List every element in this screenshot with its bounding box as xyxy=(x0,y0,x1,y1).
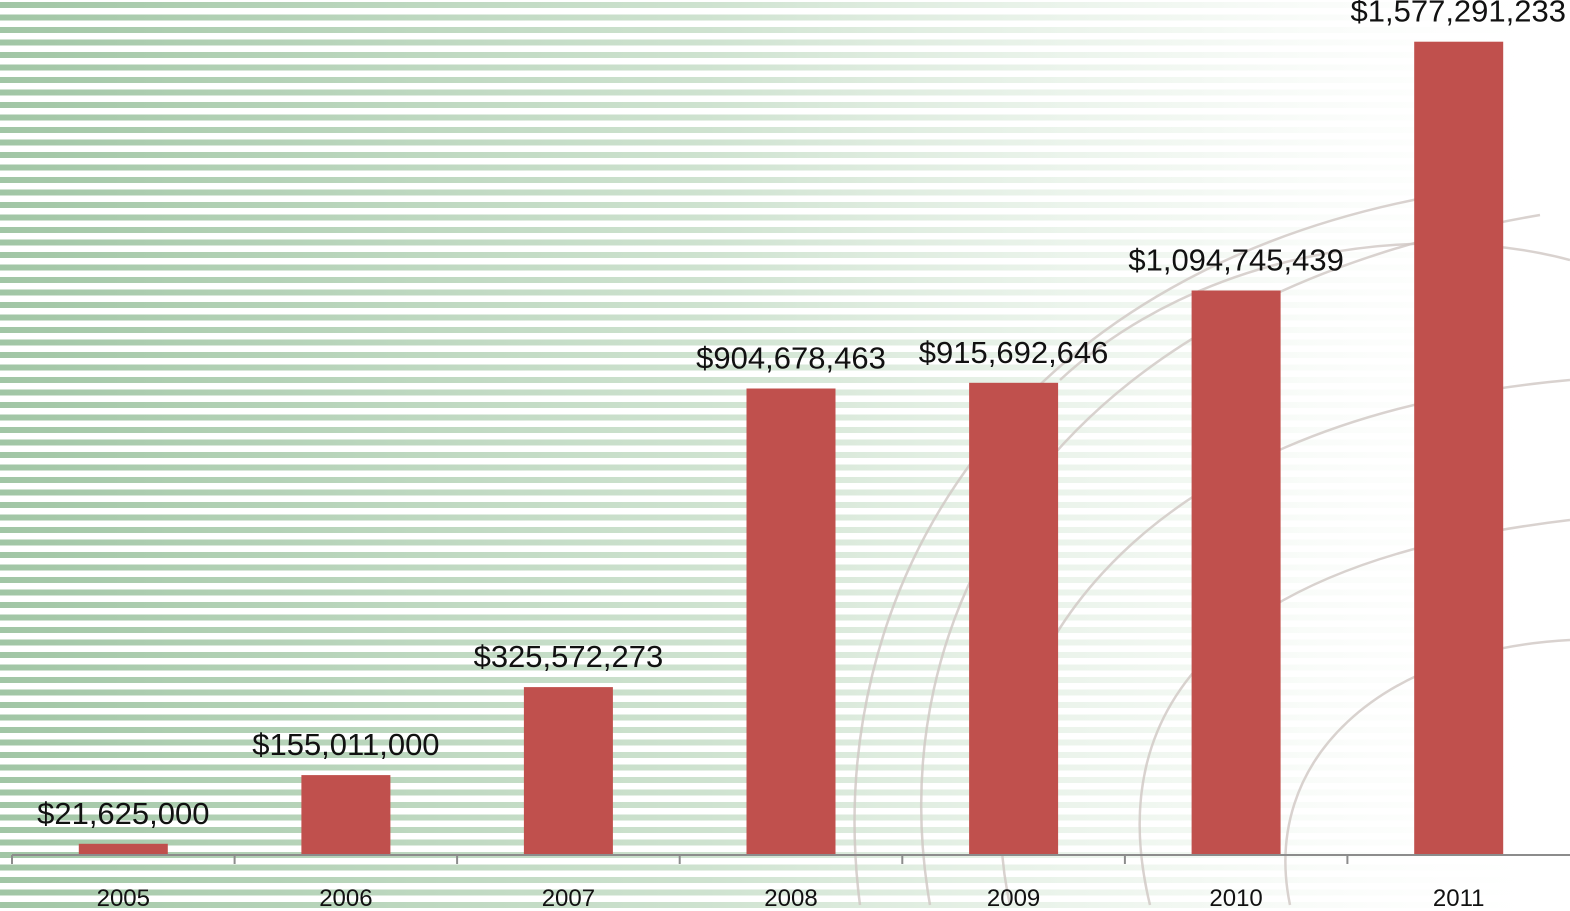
background-stripe xyxy=(0,164,1570,171)
background-stripe xyxy=(0,289,1570,296)
background-stripe xyxy=(0,177,1570,183)
background-stripe xyxy=(0,239,1570,246)
background-stripe xyxy=(0,64,1570,71)
bar-2011 xyxy=(1414,41,1504,855)
background-swirl-arc xyxy=(1059,242,1570,381)
x-tick-label-2006: 2006 xyxy=(319,885,372,911)
bar-2007 xyxy=(523,687,613,855)
background-stripe xyxy=(0,364,1570,371)
background-stripe xyxy=(0,227,1570,233)
background-stripe xyxy=(0,339,1570,346)
background-stripe xyxy=(0,152,1570,158)
background-stripe xyxy=(0,27,1570,33)
value-label-2008: $904,678,463 xyxy=(696,341,886,376)
background-stripe xyxy=(0,139,1570,146)
background-stripe xyxy=(0,202,1570,208)
background-stripe xyxy=(0,2,1570,8)
bar-2005 xyxy=(78,843,168,855)
background-stripe xyxy=(0,889,1570,896)
value-label-2005: $21,625,000 xyxy=(37,796,209,831)
background-stripe xyxy=(0,89,1570,96)
x-tick-label-2008: 2008 xyxy=(764,885,817,911)
x-tick-label-2011: 2011 xyxy=(1433,885,1485,911)
background-stripe xyxy=(0,352,1570,358)
background-stripe xyxy=(0,327,1570,333)
background-stripe xyxy=(0,877,1570,883)
bar-2010 xyxy=(1191,290,1281,855)
background-stripe xyxy=(0,277,1570,283)
background-stripe xyxy=(0,302,1570,308)
background-stripe xyxy=(0,214,1570,221)
bar-2006 xyxy=(301,775,391,855)
value-label-2010: $1,094,745,439 xyxy=(1128,243,1344,278)
background-stripe xyxy=(0,377,1570,383)
value-label-2009: $915,692,646 xyxy=(919,335,1109,370)
background-swirl-arc xyxy=(853,188,1471,906)
background-stripe xyxy=(0,252,1570,258)
background-stripe xyxy=(0,127,1570,133)
background-stripe xyxy=(0,114,1570,121)
background-stripe xyxy=(0,77,1570,83)
value-labels: $21,625,000 $155,011,000 $325,572,273 $904,… xyxy=(37,0,1566,831)
background-stripe xyxy=(0,189,1570,196)
x-tick-label-2009: 2009 xyxy=(987,885,1040,911)
bar-series xyxy=(78,41,1504,855)
background-stripe xyxy=(0,902,1570,908)
x-tick-labels: 2005 2006 2007 2008 2009 2010 2011 xyxy=(97,885,1485,911)
background-stripe xyxy=(0,264,1570,271)
value-label-2007: $325,572,273 xyxy=(474,639,664,674)
x-axis xyxy=(11,854,1570,864)
value-label-2011: $1,577,291,233 xyxy=(1351,0,1567,29)
x-tick-label-2007: 2007 xyxy=(542,885,595,911)
value-label-2006: $155,011,000 xyxy=(252,727,439,762)
background-stripe xyxy=(0,52,1570,58)
background-stripe xyxy=(0,39,1570,46)
background-stripe xyxy=(0,864,1570,871)
bar-2009 xyxy=(969,382,1059,855)
background-stripe xyxy=(0,14,1570,21)
bar-2008 xyxy=(746,388,836,855)
x-tick-label-2005: 2005 xyxy=(97,885,150,911)
background-stripe xyxy=(0,102,1570,108)
background-stripe xyxy=(0,314,1570,321)
x-tick-label-2010: 2010 xyxy=(1209,885,1262,911)
